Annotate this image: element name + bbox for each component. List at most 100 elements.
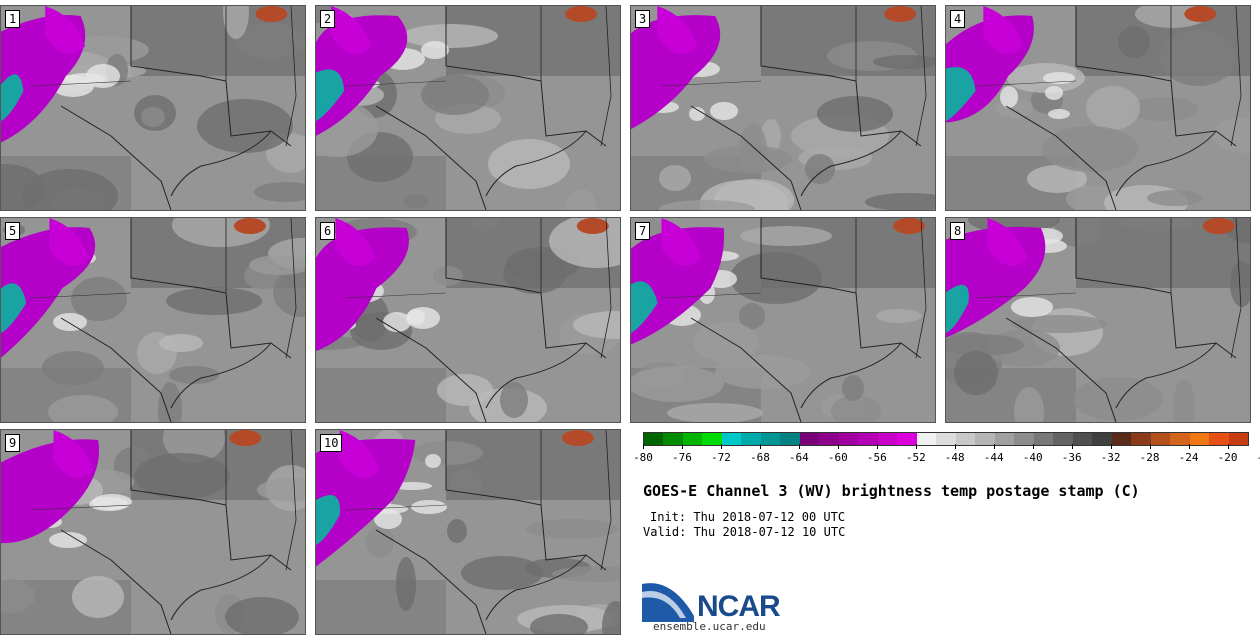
map-field [316, 218, 620, 422]
colorbar-swatch [819, 433, 839, 445]
colorbar-tick-label: -28 [1139, 451, 1160, 464]
postage-stamp-panel: 1 [0, 5, 306, 211]
colorbar-tick-label: -64 [788, 451, 809, 464]
colorbar-tick-label: -24 [1178, 451, 1199, 464]
map-field [631, 218, 935, 422]
colorbar-swatch [1014, 433, 1034, 445]
colorbar-tick-label: -60 [827, 451, 848, 464]
panel-number-label: 5 [5, 222, 21, 240]
colorbar-swatch [1131, 433, 1151, 445]
colorbar-swatch [838, 433, 859, 445]
colorbar-swatch [1209, 433, 1229, 445]
colorbar-tick-mark [681, 444, 683, 449]
colorbar-tick-mark [1071, 444, 1073, 449]
colorbar-swatch [1072, 433, 1093, 445]
postage-stamp-panel: 10 [315, 429, 621, 635]
panel-number-label: 4 [950, 10, 966, 28]
colorbar-tick-mark [1110, 444, 1112, 449]
postage-stamp-panel: 8 [945, 217, 1251, 423]
colorbar-tick-mark [643, 444, 644, 449]
colorbar-tick-mark [954, 444, 956, 449]
colorbar-tick-mark [1188, 444, 1190, 449]
colorbar-tick-label: -56 [866, 451, 887, 464]
colorbar-swatch [721, 433, 742, 445]
colorbar-tick-mark [1032, 444, 1034, 449]
colorbar-swatch [897, 433, 917, 445]
colorbar-swatch [1189, 433, 1210, 445]
panel-number-label: 7 [635, 222, 651, 240]
colorbar-swatch [780, 433, 800, 445]
colorbar-swatch [858, 433, 878, 445]
colorbar-tick-label: -52 [905, 451, 926, 464]
panel-number-label: 8 [950, 222, 966, 240]
map-field [1, 6, 305, 210]
colorbar-tick-label: -76 [672, 451, 692, 464]
figure-title: GOES-E Channel 3 (WV) brightness temp po… [643, 482, 1140, 500]
colorbar-swatch [1092, 433, 1112, 445]
colorbar-swatch [799, 433, 820, 445]
colorbar-swatch [1033, 433, 1054, 445]
logo-text: NCAR [697, 590, 781, 623]
colorbar-swatch [1053, 433, 1073, 445]
colorbar [643, 432, 1249, 446]
colorbar-tick-label: -16 [1257, 451, 1260, 464]
postage-stamp-panel: 9 [0, 429, 306, 635]
map-field [631, 6, 935, 210]
postage-stamp-panel: 7 [630, 217, 936, 423]
colorbar-tick-label: -32 [1100, 451, 1121, 464]
colorbar-swatch [916, 433, 937, 445]
colorbar-tick-mark [876, 444, 878, 449]
colorbar-swatch [741, 433, 761, 445]
map-field [316, 430, 620, 634]
panel-number-label: 10 [320, 434, 343, 452]
postage-stamp-panel: 2 [315, 5, 621, 211]
colorbar-swatch [663, 433, 683, 445]
colorbar-tick-label: -68 [749, 451, 770, 464]
colorbar-swatch [644, 433, 664, 445]
valid-time: Valid: Thu 2018-07-12 10 UTC [643, 525, 846, 539]
colorbar-tick-label: -36 [1061, 451, 1082, 464]
colorbar-tick-mark [993, 444, 995, 449]
ncar-logo-icon [642, 583, 694, 622]
panel-number-label: 1 [5, 10, 21, 28]
colorbar-tick-label: -20 [1217, 451, 1238, 464]
colorbar-swatch [1150, 433, 1171, 445]
colorbar-tick-mark [720, 444, 722, 449]
postage-stamp-panel: 5 [0, 217, 306, 423]
panel-number-label: 6 [320, 222, 336, 240]
colorbar-tick-mark [759, 444, 761, 449]
postage-stamp-panel: 4 [945, 5, 1251, 211]
colorbar-swatch [1170, 433, 1190, 445]
colorbar-tick-label: -48 [944, 451, 965, 464]
colorbar-swatch [994, 433, 1015, 445]
colorbar-swatch [1228, 433, 1249, 445]
colorbar-swatch [955, 433, 976, 445]
colorbar-swatch [975, 433, 995, 445]
colorbar-tick-label: -80 [633, 451, 653, 464]
colorbar-tick-mark [798, 444, 800, 449]
map-field [316, 6, 620, 210]
colorbar-tick-label: -40 [1022, 451, 1043, 464]
colorbar-swatch [936, 433, 956, 445]
colorbar-swatch [702, 433, 722, 445]
colorbar-swatch [1111, 433, 1132, 445]
colorbar-tick-label: -44 [983, 451, 1004, 464]
panel-number-label: 9 [5, 434, 21, 452]
postage-stamp-panel: 3 [630, 5, 936, 211]
colorbar-swatch [760, 433, 781, 445]
map-field [1, 218, 305, 422]
postage-stamp-panel: 6 [315, 217, 621, 423]
colorbar-tick-label: -72 [710, 451, 731, 464]
map-field [946, 6, 1250, 210]
colorbar-swatch [877, 433, 898, 445]
map-field [946, 218, 1250, 422]
site-url: ensemble.ucar.edu [653, 620, 766, 633]
colorbar-tick-mark [915, 444, 917, 449]
colorbar-swatch [682, 433, 703, 445]
colorbar-tick-mark [1149, 444, 1151, 449]
colorbar-tick-mark [837, 444, 839, 449]
map-field [1, 430, 305, 634]
panel-number-label: 3 [635, 10, 651, 28]
colorbar-ticks: -80 -76 -72 -68 -64 -60 -56 -52 -48 -44 -40 -36 -32 -… [633, 444, 1260, 466]
panel-number-label: 2 [320, 10, 336, 28]
